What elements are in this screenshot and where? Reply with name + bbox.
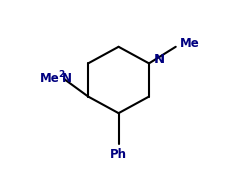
Text: N: N	[61, 72, 71, 85]
Text: Me: Me	[179, 37, 199, 50]
Text: Me: Me	[40, 72, 60, 85]
Text: 2: 2	[58, 70, 64, 79]
Text: N: N	[154, 53, 165, 66]
Text: Ph: Ph	[110, 148, 127, 161]
